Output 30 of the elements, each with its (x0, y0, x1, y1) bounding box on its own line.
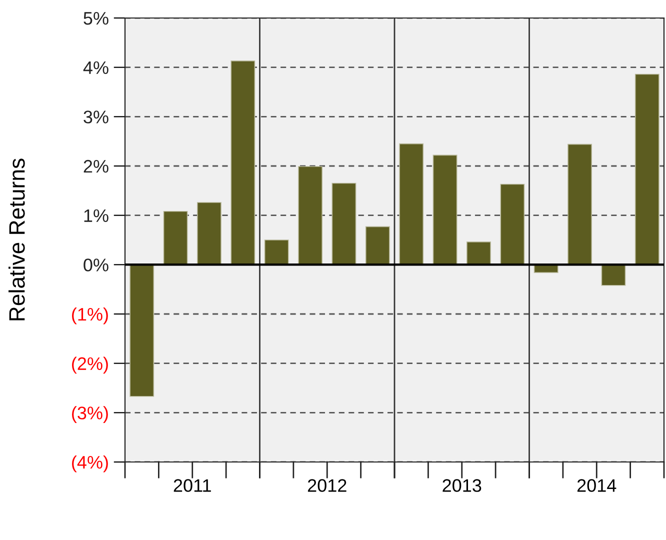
y-tick-label: 5% (84, 12, 108, 25)
bar (568, 144, 592, 266)
y-tick-label: 0% (84, 258, 108, 272)
bar (264, 240, 289, 266)
bar (601, 264, 626, 286)
y-tick-label: (3%) (72, 406, 108, 423)
bar (365, 226, 390, 266)
bar (163, 210, 188, 266)
y-tick-label: 3% (84, 110, 108, 124)
y-axis-title: Relative Returns (8, 158, 25, 320)
bar (197, 202, 222, 266)
bar (130, 264, 154, 397)
y-tick-label: 2% (84, 160, 108, 173)
y-tick-label: 1% (84, 209, 108, 222)
x-tick-label: 2013 (442, 479, 482, 492)
x-tick-label: 2012 (308, 479, 346, 492)
bar (466, 242, 491, 266)
y-tick-label: 4% (83, 61, 108, 74)
bar (432, 154, 458, 266)
bar (634, 74, 660, 266)
bar (230, 60, 256, 266)
bar (298, 166, 322, 266)
x-tick-label: 2014 (577, 479, 616, 492)
y-tick-label: (4%) (72, 455, 108, 472)
bar (500, 184, 525, 266)
y-tick-label: (1%) (72, 307, 108, 324)
bar (332, 182, 356, 266)
x-tick-label: 2011 (174, 479, 211, 492)
bar (399, 143, 424, 266)
y-tick-label: (2%) (72, 356, 108, 374)
